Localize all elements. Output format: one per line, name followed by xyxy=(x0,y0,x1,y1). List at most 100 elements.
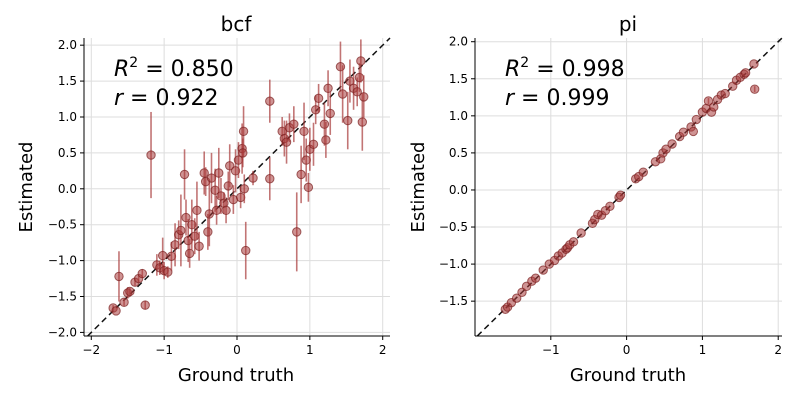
point-marker xyxy=(204,209,215,219)
data-point xyxy=(194,231,204,261)
point-marker xyxy=(281,137,292,147)
point-marker xyxy=(357,117,368,127)
data-point xyxy=(203,213,213,250)
point-marker xyxy=(179,169,190,180)
data-points xyxy=(500,59,760,315)
data-point xyxy=(137,268,147,279)
data-point xyxy=(703,96,714,106)
r2-value: = 0.850 xyxy=(138,57,233,82)
x-tick-label: −1 xyxy=(155,343,173,357)
data-point xyxy=(265,157,275,201)
data-point xyxy=(343,91,353,150)
data-point xyxy=(170,223,180,267)
point-marker xyxy=(203,227,213,237)
r-value: = 0.999 xyxy=(514,86,609,111)
data-point xyxy=(199,151,209,195)
data-point xyxy=(325,91,335,135)
point-marker xyxy=(688,126,699,137)
point-marker xyxy=(114,271,124,282)
data-point xyxy=(296,145,306,204)
data-point xyxy=(111,306,121,316)
y-tick-label: 2.0 xyxy=(449,35,468,49)
data-point xyxy=(216,178,226,214)
identity-line xyxy=(87,37,391,337)
data-point xyxy=(678,127,689,137)
data-point xyxy=(709,102,719,112)
point-marker xyxy=(194,241,204,251)
point-marker xyxy=(678,127,689,137)
data-point xyxy=(265,79,275,123)
data-point xyxy=(299,102,309,161)
point-marker xyxy=(303,182,314,193)
point-marker xyxy=(125,286,135,297)
point-marker xyxy=(221,205,231,216)
point-marker xyxy=(211,205,222,216)
data-point xyxy=(308,122,319,166)
point-marker xyxy=(750,84,760,94)
data-point xyxy=(359,75,369,119)
point-marker xyxy=(296,169,306,180)
point-marker xyxy=(265,96,275,106)
point-marker xyxy=(239,184,249,194)
y-tick-label: 0.0 xyxy=(58,182,77,196)
data-point xyxy=(568,237,579,247)
point-marker xyxy=(146,150,156,160)
point-marker xyxy=(111,306,121,316)
data-point xyxy=(179,149,190,200)
data-point xyxy=(187,199,197,250)
data-point xyxy=(321,122,331,158)
data-point xyxy=(114,251,124,302)
data-point xyxy=(223,171,233,201)
data-point xyxy=(313,83,324,113)
point-marker xyxy=(292,227,302,237)
point-marker xyxy=(299,126,309,137)
point-marker xyxy=(576,228,586,238)
point-marker xyxy=(192,205,202,216)
point-marker xyxy=(241,245,251,256)
grid xyxy=(84,38,390,336)
x-tick-label: 0 xyxy=(233,343,241,357)
y-tick-label: −1.5 xyxy=(439,294,468,308)
data-point xyxy=(605,201,615,211)
data-point xyxy=(239,174,249,204)
point-marker xyxy=(223,181,233,191)
y-tick-label: −0.5 xyxy=(48,218,77,232)
r2-value: = 0.998 xyxy=(529,57,624,82)
point-marker xyxy=(140,300,150,310)
point-marker xyxy=(740,68,751,78)
data-point xyxy=(750,84,760,94)
point-marker xyxy=(667,139,677,149)
data-point xyxy=(214,147,224,199)
point-marker xyxy=(359,92,369,102)
point-marker xyxy=(530,273,541,283)
point-marker xyxy=(319,119,330,129)
data-point xyxy=(615,190,626,200)
point-marker xyxy=(157,250,168,261)
point-marker xyxy=(313,93,324,104)
x-tick-label: 2 xyxy=(379,343,387,357)
point-marker xyxy=(321,135,331,145)
point-marker xyxy=(308,139,319,149)
data-point xyxy=(740,68,751,78)
point-marker xyxy=(325,108,335,119)
y-tick-label: 1.5 xyxy=(449,72,468,86)
data-point xyxy=(176,194,186,267)
data-point xyxy=(530,273,541,283)
point-marker xyxy=(230,166,241,176)
x-ticks: −1 0 1 2 xyxy=(542,336,782,357)
y-tick-label: 1.0 xyxy=(58,110,77,124)
point-marker xyxy=(214,168,224,178)
point-marker xyxy=(354,72,365,83)
data-point xyxy=(204,181,215,247)
point-marker xyxy=(199,168,209,178)
point-marker xyxy=(248,173,258,183)
point-marker xyxy=(638,167,648,177)
point-marker xyxy=(184,248,195,259)
data-point xyxy=(511,293,522,303)
x-tick-label: 2 xyxy=(774,343,782,357)
data-point xyxy=(184,239,195,268)
point-marker xyxy=(511,293,522,303)
y-tick-label: 0.5 xyxy=(58,146,77,160)
pi-panel: pi −1 0 1 2 −1.5 −1.0 −0.5 0.0 0.5 1.0 1.5 2.0 Gro… xyxy=(408,12,783,386)
